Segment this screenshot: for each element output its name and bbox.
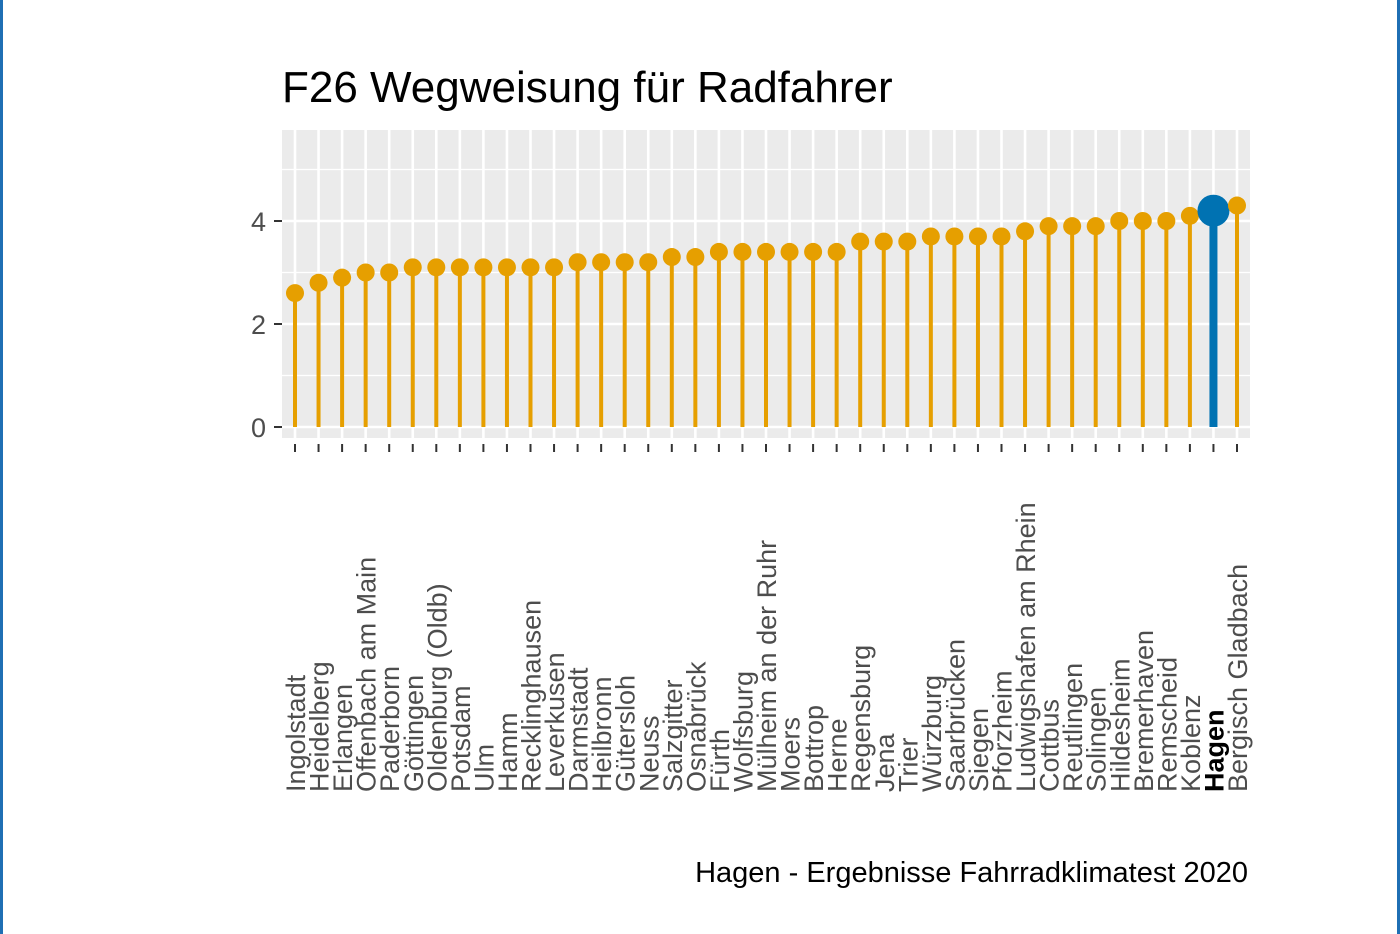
data-point — [450, 258, 469, 277]
data-point — [851, 232, 870, 251]
x-tick-label: Gütersloh — [611, 675, 641, 792]
x-tick-label: Fürth — [705, 729, 735, 792]
y-tick-label: 2 — [251, 310, 266, 340]
x-tick-label: Mülheim an der Ruhr — [752, 540, 782, 792]
data-point — [780, 242, 799, 261]
x-tick-label: Erlangen — [328, 684, 358, 792]
data-point — [1110, 212, 1129, 230]
data-point — [1228, 196, 1246, 215]
x-tick-label: Moers — [776, 717, 806, 792]
data-point — [615, 253, 634, 272]
y-tick-label: 4 — [251, 207, 266, 237]
data-point — [874, 232, 893, 251]
x-tick-label: Koblenz — [1176, 694, 1206, 792]
x-tick-label: Würzburg — [917, 675, 947, 792]
data-point — [592, 253, 611, 272]
data-point — [521, 258, 540, 277]
chart-caption: Hagen - Ergebnisse Fahrradklimatest 2020 — [695, 857, 1248, 889]
data-point — [286, 284, 304, 303]
x-tick-label: Leverkusen — [540, 652, 570, 792]
x-tick-label: Hamm — [493, 713, 523, 793]
x-tick-label: Solingen — [1082, 687, 1112, 792]
lollipop-stems — [293, 205, 1239, 427]
data-point — [497, 258, 516, 277]
lollipop-dots — [286, 194, 1246, 303]
data-point — [403, 258, 422, 277]
data-point — [968, 227, 987, 246]
highlight-point — [1197, 194, 1230, 227]
x-tick-label: Ludwigshafen am Rhein — [1011, 502, 1041, 792]
data-point — [1180, 206, 1199, 225]
data-point — [686, 248, 705, 267]
x-tick-label: Bergisch Gladbach — [1223, 564, 1253, 792]
data-point — [1133, 212, 1152, 230]
x-tick-label: Darmstadt — [564, 667, 594, 792]
data-point — [427, 258, 446, 277]
x-tick-label: Bremerhaven — [1129, 630, 1159, 792]
data-point — [309, 273, 328, 292]
data-point — [1086, 217, 1105, 236]
data-point — [921, 227, 940, 246]
data-point — [733, 242, 752, 261]
x-tick-label: Paderborn — [375, 666, 405, 792]
x-tick-label: Herne — [823, 718, 853, 792]
x-tick-label: Ingolstadt — [281, 674, 311, 792]
data-point — [945, 227, 964, 246]
data-point — [474, 258, 493, 277]
data-point — [568, 253, 587, 272]
data-point — [662, 248, 681, 267]
data-point — [709, 242, 728, 261]
y-axis: 0 2 4 — [251, 207, 282, 443]
x-tick-label: Regensburg — [846, 645, 876, 792]
x-tick-label: Heidelberg — [305, 661, 335, 792]
x-tick-label: Ulm — [469, 744, 499, 792]
x-tick-label: Trier — [893, 738, 923, 793]
x-tick-label: Remscheid — [1152, 657, 1182, 792]
x-tick-label: Oldenburg (Oldb) — [422, 583, 452, 792]
x-tick-label: Jena — [870, 732, 900, 792]
data-point — [898, 232, 917, 251]
x-tick-label: Bottrop — [799, 705, 829, 792]
x-tick-label: Osnabrück — [681, 661, 711, 792]
x-tick-label: Siegen — [964, 708, 994, 792]
data-point — [757, 242, 775, 261]
y-tick-label: 0 — [251, 413, 266, 443]
x-tick-label: Potsdam — [446, 685, 476, 792]
data-point — [1016, 222, 1035, 241]
x-tick-label: Hildesheim — [1105, 658, 1135, 792]
x-tick-label: Heilbronn — [587, 676, 617, 792]
x-tick-label: Pforzheim — [988, 670, 1018, 792]
x-tick-label: Reutlingen — [1058, 663, 1088, 792]
data-point — [1039, 217, 1058, 236]
data-point — [1157, 212, 1176, 230]
data-point — [827, 242, 846, 261]
x-tick-label: Neuss — [634, 715, 664, 792]
data-point — [356, 263, 375, 282]
x-tick-label: Göttingen — [399, 675, 429, 792]
x-tick-label: Wolfsburg — [728, 671, 758, 792]
x-tick-label: Offenbach am Main — [352, 557, 382, 792]
x-tick-label: Hagen — [1199, 709, 1229, 792]
data-point — [992, 227, 1011, 246]
data-point — [804, 242, 823, 261]
x-tick-label: Saarbrücken — [940, 639, 970, 792]
chart-title: F26 Wegweisung für Radfahrer — [282, 63, 893, 112]
data-point — [380, 263, 399, 282]
data-point — [639, 253, 658, 272]
data-point — [1063, 217, 1082, 236]
data-point — [333, 268, 352, 287]
data-point — [545, 258, 564, 277]
x-tick-label: Recklinghausen — [517, 600, 547, 792]
x-tick-label: Cottbus — [1035, 699, 1065, 792]
x-tick-label: Salzgitter — [658, 679, 688, 792]
